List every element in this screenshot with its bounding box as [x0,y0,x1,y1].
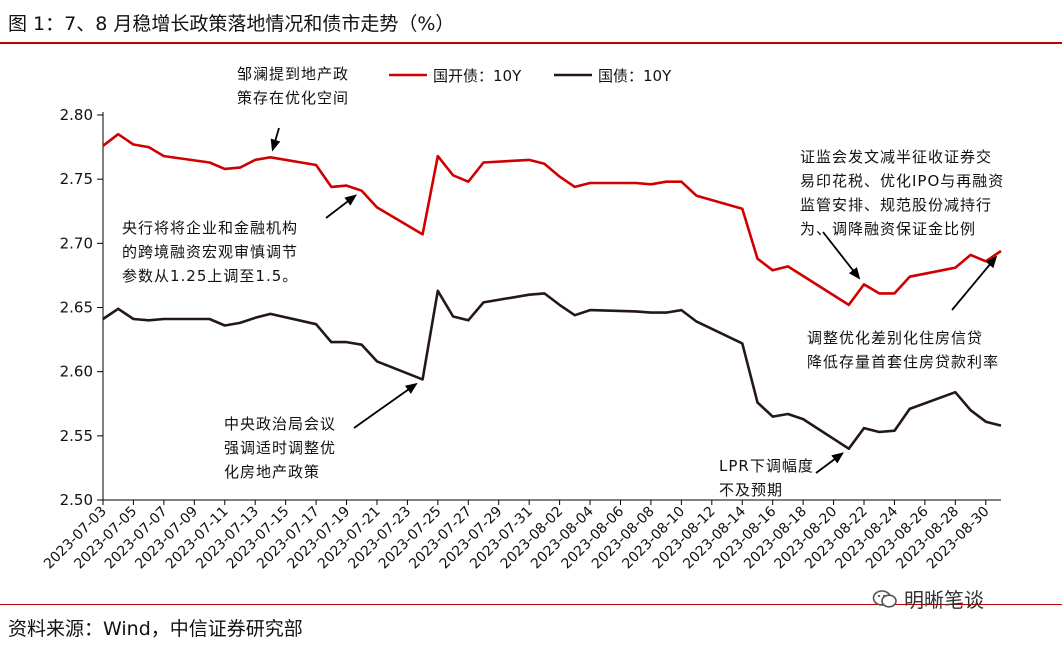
annotation-text: 邹澜提到地产政 [237,65,349,83]
annotation-arrow-shaft [822,231,857,274]
annotation-arrow-shaft [353,386,412,429]
annotation-arrow-shaft [325,198,352,219]
annotation-text: LPR下调幅度 [719,457,814,475]
annotation-text: 的跨境融资宏观审慎调节 [122,243,298,261]
annotation-arrow-head [405,382,418,394]
title-divider [0,42,1062,44]
y-tick-label: 2.80 [60,106,93,124]
legend-label: 国债：10Y [598,67,672,85]
source-divider [0,604,1062,605]
annotation-arrow-head [848,267,861,280]
source-note: 资料来源：Wind，中信证券研究部 [8,618,303,640]
watermark: 明晰笔谈 [872,584,984,613]
annotation-arrow-head [344,194,357,206]
legend-label: 国开债：10Y [433,67,522,85]
annotation-arrow-head [270,138,281,152]
annotation-arrow-head [831,452,844,464]
annotation-text: 策存在优化空间 [237,89,349,107]
annotation-text: 不及预期 [719,481,783,499]
series-line-gov-10y [102,289,1002,450]
chart-legend: 国开债：10Y 国债：10Y [389,67,672,85]
y-tick-label: 2.70 [60,234,93,252]
annotation-arrow-shaft [815,456,839,474]
wechat-icon [872,589,897,608]
watermark-text: 明晰笔谈 [904,588,984,612]
figure-title: 图 1：7、8 月稳增长政策落地情况和债市走势（%） [8,13,455,35]
y-tick-label: 2.65 [60,299,93,317]
annotation-text: 调整优化差别化住房信贷 [807,329,983,347]
chart-annotations: 邹澜提到地产政策存在优化空间央行将将企业和金融机构的跨境融资宏观审慎调节参数从1… [122,65,1004,499]
annotation-text: 降低存量首套住房贷款利率 [807,353,999,371]
annotation-text: 证监会发文减半征收证券交 [800,148,992,166]
annotation-text: 央行将将企业和金融机构 [122,219,298,237]
chart-series [102,132,1002,450]
annotation-text: 化房地产政策 [224,463,320,481]
y-tick-label: 2.75 [60,170,93,188]
series-line-cdb-10y [102,132,1002,307]
annotation-text: 监管安排、规范股份减持行 [800,196,992,214]
annotation-arrow-head [985,255,998,269]
y-tick-label: 2.55 [60,427,93,445]
annotation-text: 易印花税、优化IPO与再融资 [800,172,1004,190]
annotation-arrow-shaft [951,261,993,311]
y-tick-label: 2.60 [60,363,93,381]
annotation-text: 中央政治局会议 [224,415,336,433]
annotation-text: 为、调降融资保证金比例 [800,220,976,238]
annotation-text: 强调适时调整优 [224,439,336,457]
y-tick-label: 2.50 [60,491,93,509]
annotation-text: 参数从1.25上调至1.5。 [122,267,298,285]
